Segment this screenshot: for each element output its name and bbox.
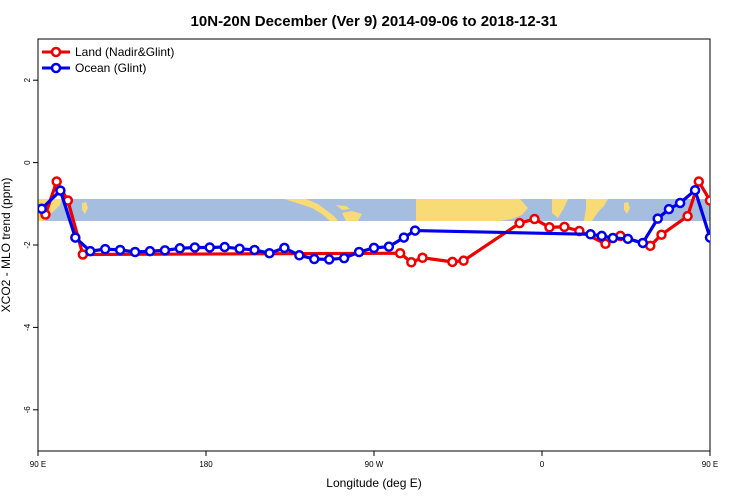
data-point — [721, 250, 729, 258]
legend-ocean-marker — [50, 62, 62, 74]
x-axis-label: Longitude (deg E) — [326, 476, 421, 490]
data-point — [637, 237, 649, 249]
legend-ocean-label: Ocean (Glint) — [75, 61, 146, 75]
data-point — [353, 246, 365, 258]
x-tick-label: 90 E — [30, 460, 46, 469]
data-point — [704, 232, 710, 243]
data-point — [174, 243, 186, 254]
data-point — [323, 254, 335, 265]
data-point — [458, 255, 469, 266]
data-point — [544, 222, 555, 233]
series-0 — [40, 176, 729, 268]
data-point — [409, 225, 421, 236]
data-point — [529, 213, 540, 225]
data-point — [514, 217, 525, 229]
data-point — [219, 241, 230, 253]
data-point — [338, 252, 350, 264]
map-land-africa — [416, 199, 528, 221]
data-point — [38, 203, 47, 214]
legend-land-label: Land (Nadir&Glint) — [75, 45, 174, 59]
x-axis: 90 E 180 90 W 0 90 E — [30, 451, 718, 469]
map-land-philippines — [82, 202, 88, 214]
data-point — [99, 243, 111, 255]
data-point — [189, 242, 201, 253]
x-tick-label: 90 E — [702, 460, 718, 469]
data-point — [398, 232, 410, 243]
map-land-central-america — [284, 199, 338, 221]
y-tick-label: -2 — [23, 241, 32, 249]
data-point — [85, 245, 96, 257]
data-point — [70, 232, 81, 243]
data-point — [234, 243, 245, 254]
map-land-philippines-east — [624, 202, 630, 214]
y-axis: 2 0 -2 -4 -6 — [23, 77, 38, 413]
data-point — [447, 256, 458, 268]
y-axis-label: XCO2 - MLO trend (ppm) — [0, 178, 13, 313]
data-point — [689, 184, 701, 196]
data-point — [585, 229, 596, 240]
chart-title: 10N-20N December (Ver 9) 2014-09-06 to 2… — [191, 13, 558, 30]
map-ocean-strip — [38, 199, 710, 221]
data-point — [417, 252, 428, 264]
data-point — [656, 229, 667, 240]
series-1 — [38, 184, 744, 265]
data-point — [51, 176, 62, 187]
data-point — [596, 230, 607, 242]
data-point — [600, 238, 611, 250]
x-tick-label: 0 — [540, 460, 545, 469]
map-land-caribbean — [336, 205, 350, 210]
y-tick-label: 0 — [23, 160, 32, 165]
data-point — [693, 176, 705, 187]
y-tick-label: -4 — [23, 323, 32, 331]
x-tick-label: 90 W — [365, 460, 384, 469]
data-point — [704, 195, 710, 206]
data-point — [736, 245, 744, 253]
data-point — [279, 242, 290, 254]
data-point — [406, 257, 417, 268]
data-point — [559, 221, 570, 233]
data-point — [394, 247, 406, 259]
data-point — [622, 233, 634, 245]
data-point — [607, 232, 619, 244]
data-point — [55, 185, 66, 196]
y-tick-label: 2 — [23, 77, 32, 82]
data-point — [159, 245, 171, 256]
data-point — [264, 247, 275, 259]
map-land-south-america — [342, 211, 362, 221]
data-point — [652, 213, 663, 224]
x-tick-label: 180 — [199, 460, 213, 469]
data-point — [249, 244, 260, 256]
data-point — [204, 242, 215, 253]
data-point — [129, 246, 141, 258]
data-point — [682, 210, 693, 222]
series-line — [43, 179, 710, 264]
data-point — [368, 242, 380, 254]
data-point — [114, 244, 126, 256]
data-point — [721, 247, 729, 255]
series-layer — [38, 176, 744, 268]
data-point — [309, 253, 320, 265]
map-land-arabia-india — [552, 199, 568, 218]
data-point — [144, 245, 156, 257]
map-land-southeast-asia — [584, 199, 608, 221]
data-point — [294, 250, 305, 261]
data-point — [674, 197, 686, 209]
y-tick-label: -6 — [23, 406, 32, 414]
legend: Land (Nadir&Glint) Ocean (Glint) — [42, 45, 174, 75]
data-point — [663, 203, 675, 215]
data-point — [383, 241, 395, 252]
world-map-band — [38, 199, 710, 221]
legend-land-marker — [50, 46, 62, 58]
